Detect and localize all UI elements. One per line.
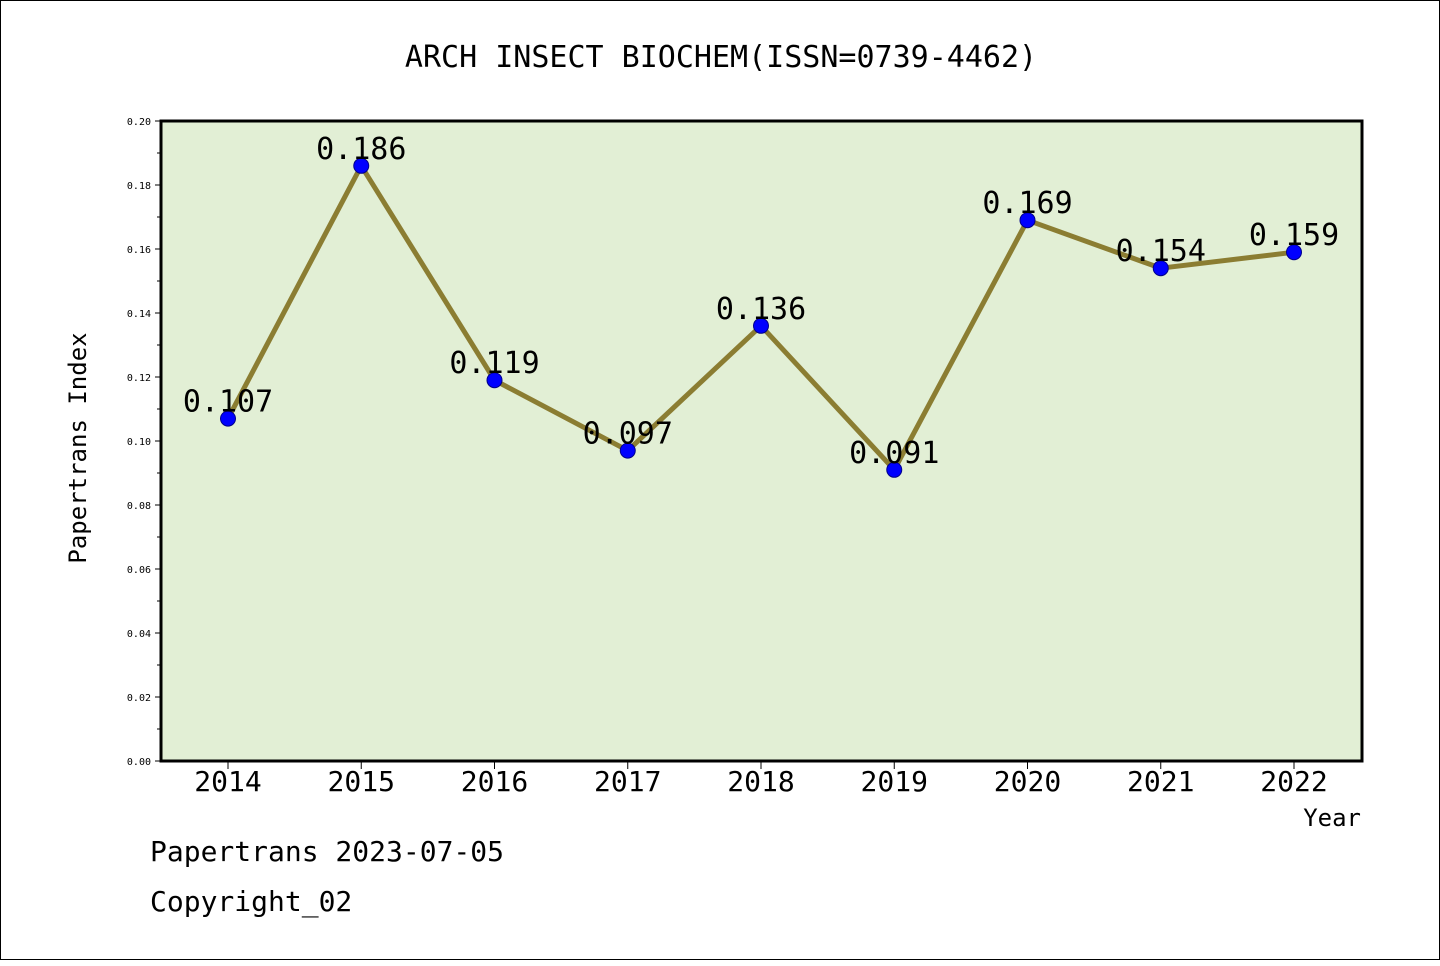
y-tick-label: 0.00 <box>127 757 151 768</box>
chart-title: ARCH INSECT BIOCHEM(ISSN=0739-4462) <box>405 40 1037 75</box>
data-point <box>1019 212 1036 229</box>
x-axis: 2014 2015 2016 2017 2018 2019 2020 2021 2022 <box>194 761 1328 798</box>
data-label: 0.186 <box>316 132 406 167</box>
data-label: 0.136 <box>716 292 806 327</box>
y-tick-label: 0.16 <box>127 245 151 256</box>
data-point <box>1152 260 1169 277</box>
x-tick-label: 2018 <box>727 765 794 798</box>
y-tick-label: 0.04 <box>127 629 151 640</box>
y-tick-label: 0.08 <box>127 501 151 512</box>
footer-copyright: Copyright_02 <box>150 885 353 918</box>
y-axis: 0.00 0.02 0.04 0.06 0.08 0.10 0.12 0.14 0.16 0.18… <box>127 117 161 768</box>
data-points <box>220 157 1302 478</box>
y-tick-label: 0.10 <box>127 437 151 448</box>
x-tick-label: 2021 <box>1127 765 1194 798</box>
data-point <box>486 372 503 389</box>
data-label: 0.097 <box>583 417 673 452</box>
x-tick-label: 2019 <box>861 765 928 798</box>
data-label: 0.107 <box>183 385 273 420</box>
x-tick-label: 2017 <box>594 765 661 798</box>
y-tick-label: 0.12 <box>127 373 151 384</box>
plot-area <box>159 119 1364 763</box>
footer-date: Papertrans 2023-07-05 <box>150 835 505 868</box>
data-labels: 0.107 0.186 0.119 0.097 0.136 0.091 0.169 0.154… <box>183 132 1339 471</box>
y-tick-label: 0.02 <box>127 693 151 704</box>
x-tick-label: 2015 <box>328 765 395 798</box>
data-label: 0.119 <box>449 346 539 381</box>
data-point <box>619 442 636 459</box>
x-tick-label: 2020 <box>994 765 1061 798</box>
y-tick-label: 0.14 <box>127 309 151 320</box>
data-point <box>753 317 769 334</box>
x-tick-label: 2014 <box>194 765 261 798</box>
data-point <box>220 410 236 427</box>
y-tick-label: 0.06 <box>127 565 151 576</box>
x-tick-label: 2022 <box>1260 765 1327 798</box>
data-label: 0.154 <box>1116 234 1206 269</box>
y-axis-label: Papertrans Index <box>64 332 92 563</box>
y-tick-label: 0.18 <box>127 181 151 192</box>
data-label: 0.159 <box>1249 218 1339 253</box>
x-tick-label: 2016 <box>461 765 528 798</box>
data-label: 0.091 <box>849 436 939 471</box>
data-label: 0.169 <box>982 186 1072 221</box>
data-point <box>886 461 903 478</box>
data-point <box>353 157 370 174</box>
data-point <box>1286 244 1302 261</box>
y-tick-label: 0.20 <box>127 117 151 128</box>
x-axis-label: Year <box>1303 804 1361 832</box>
